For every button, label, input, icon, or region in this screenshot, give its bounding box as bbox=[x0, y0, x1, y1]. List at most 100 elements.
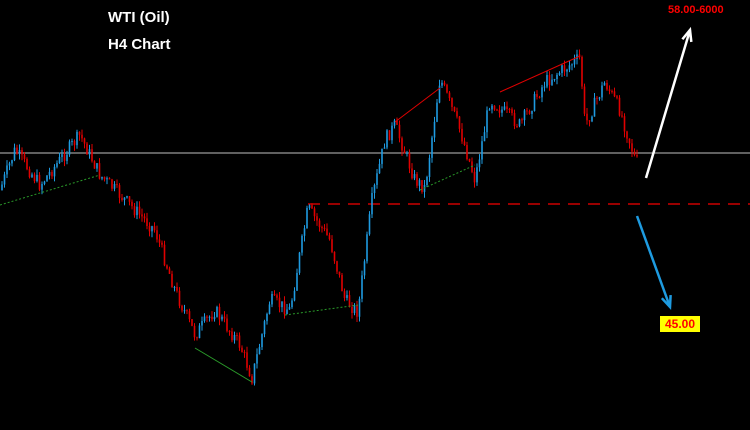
candle-body bbox=[371, 193, 373, 215]
candle-body bbox=[36, 174, 38, 182]
candle-body bbox=[441, 82, 443, 86]
candle-body bbox=[483, 132, 486, 142]
candle-body bbox=[493, 105, 496, 110]
candle-body bbox=[163, 244, 166, 266]
candle-body bbox=[568, 65, 571, 70]
candle-body bbox=[361, 275, 363, 299]
candle-body bbox=[628, 138, 631, 144]
candle-body bbox=[78, 131, 81, 135]
trendline bbox=[499, 55, 581, 93]
candle-body bbox=[601, 85, 603, 98]
candle-body bbox=[463, 141, 466, 146]
candle-body bbox=[376, 173, 378, 185]
candle-body bbox=[138, 206, 141, 215]
candle-body bbox=[188, 311, 191, 320]
candle-body bbox=[46, 175, 48, 182]
candle-body bbox=[531, 110, 533, 114]
candle-body bbox=[543, 86, 546, 88]
candle-body bbox=[131, 201, 133, 207]
candle-body bbox=[266, 313, 268, 322]
candle-body bbox=[563, 65, 566, 72]
candle-body bbox=[153, 226, 156, 231]
candle-body bbox=[196, 337, 198, 339]
candle-body bbox=[618, 97, 621, 116]
candle-body bbox=[56, 163, 58, 167]
candle-body bbox=[368, 214, 371, 235]
candle-body bbox=[216, 307, 218, 317]
candle-body bbox=[406, 152, 408, 154]
candle-body bbox=[538, 96, 541, 98]
candle-body bbox=[636, 155, 638, 157]
candle-body bbox=[513, 113, 516, 127]
candle-body bbox=[498, 110, 501, 113]
up-arrow-head bbox=[681, 26, 693, 43]
candle-body bbox=[486, 110, 488, 133]
candle-body bbox=[453, 106, 456, 112]
candle-body bbox=[523, 110, 526, 121]
candle-body bbox=[178, 290, 181, 306]
candle-body bbox=[206, 316, 208, 318]
candle-body bbox=[236, 334, 238, 336]
candle-body bbox=[48, 171, 51, 176]
candle-body bbox=[123, 197, 126, 201]
candle-body bbox=[158, 239, 161, 243]
candle-body bbox=[161, 242, 163, 245]
candle-body bbox=[281, 301, 283, 308]
candle-body bbox=[556, 74, 558, 80]
candle-body bbox=[166, 265, 168, 269]
candle-body bbox=[301, 235, 303, 253]
candle-body bbox=[13, 147, 16, 161]
candle-body bbox=[548, 75, 551, 85]
candle-body bbox=[93, 161, 96, 169]
candle-body bbox=[343, 291, 346, 298]
candle-body bbox=[71, 141, 73, 143]
candle-body bbox=[208, 316, 211, 318]
candle-body bbox=[621, 115, 623, 117]
candle-body bbox=[411, 168, 413, 179]
candle-body bbox=[451, 98, 453, 107]
candle-body bbox=[416, 174, 418, 186]
candle-body bbox=[151, 226, 153, 232]
candle-body bbox=[233, 334, 236, 341]
trendline bbox=[194, 347, 253, 383]
candle-body bbox=[391, 125, 393, 141]
candle-body bbox=[558, 73, 561, 75]
candle-body bbox=[271, 294, 273, 305]
candle-body bbox=[81, 134, 83, 139]
candle-body bbox=[116, 184, 118, 186]
candle-body bbox=[171, 273, 173, 288]
candle-body bbox=[83, 138, 86, 144]
candle-body bbox=[308, 205, 311, 208]
candle-body bbox=[398, 124, 401, 139]
candle-body bbox=[503, 106, 506, 110]
candle-body bbox=[86, 143, 88, 155]
candle-body bbox=[16, 147, 18, 154]
candle-body bbox=[491, 105, 493, 110]
candle-body bbox=[193, 325, 196, 338]
down-arrow-head bbox=[660, 294, 672, 311]
candle-body bbox=[551, 79, 553, 85]
candle-body bbox=[186, 310, 188, 312]
candle-body bbox=[633, 151, 636, 156]
candle-body bbox=[418, 180, 421, 186]
candle-body bbox=[41, 183, 43, 190]
candle-body bbox=[108, 178, 111, 180]
candle-body bbox=[286, 309, 288, 315]
chart-title: WTI (Oil) bbox=[108, 9, 170, 26]
candle-body bbox=[631, 143, 633, 152]
candle-body bbox=[438, 85, 441, 103]
candle-body bbox=[68, 141, 71, 155]
candle-body bbox=[11, 160, 13, 164]
candle-body bbox=[346, 295, 348, 298]
candle-body bbox=[603, 82, 606, 86]
candle-body bbox=[173, 286, 176, 288]
candle-body bbox=[268, 304, 271, 314]
candle-body bbox=[461, 128, 463, 142]
candle-body bbox=[38, 174, 41, 190]
candle-body bbox=[358, 298, 361, 317]
candle-body bbox=[31, 174, 33, 178]
candle-body bbox=[478, 159, 481, 168]
candle-body bbox=[243, 352, 246, 354]
candle-body bbox=[533, 94, 536, 111]
candle-body bbox=[143, 216, 146, 219]
